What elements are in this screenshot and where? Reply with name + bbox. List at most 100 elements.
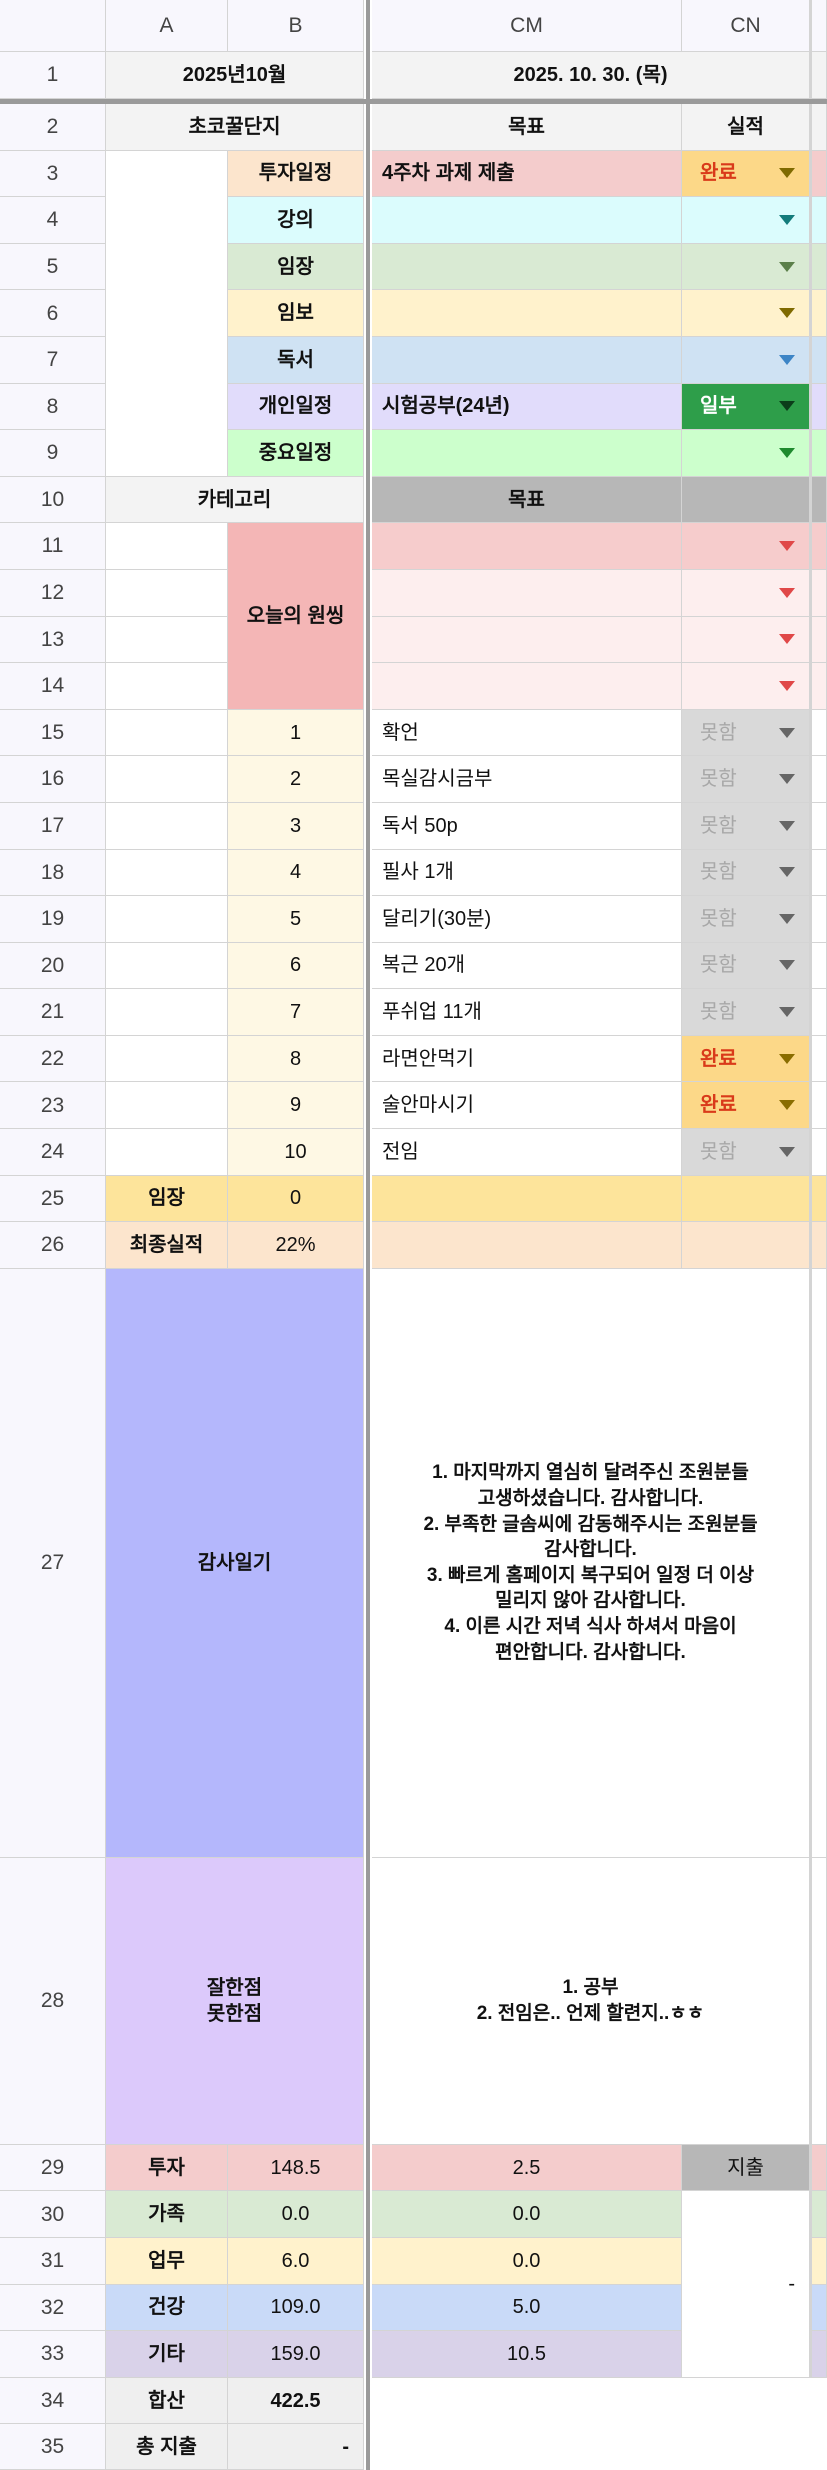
dropdown-arrow-icon[interactable] — [779, 634, 795, 645]
expense-category[interactable]: 가족 — [106, 2191, 228, 2239]
cell[interactable] — [106, 942, 228, 990]
task-goal[interactable]: 독서 50p — [372, 802, 682, 850]
row-header-10[interactable]: 10 — [0, 476, 106, 524]
schedule-goal[interactable] — [372, 197, 682, 244]
gratitude-text[interactable]: 1. 마지막까지 열심히 달려주신 조원분들 고생하셨습니다. 감사합니다. 2… — [372, 1268, 810, 1858]
schedule-status-dropdown[interactable]: 완료 — [682, 150, 810, 198]
cell[interactable] — [682, 476, 810, 524]
cell[interactable] — [106, 989, 228, 1036]
row-header-23[interactable]: 23 — [0, 1082, 106, 1130]
row-header-32[interactable]: 32 — [0, 2284, 106, 2332]
cell[interactable] — [812, 336, 827, 384]
cell[interactable] — [812, 616, 827, 664]
expense-today[interactable]: 10.5 — [372, 2331, 682, 2378]
row-header-33[interactable]: 33 — [0, 2331, 106, 2378]
schedule-goal[interactable] — [372, 430, 682, 477]
task-status-dropdown[interactable]: 못함 — [682, 942, 810, 990]
column-header-cm[interactable]: CM — [372, 0, 682, 52]
cell[interactable] — [106, 569, 228, 617]
schedule-category[interactable]: 임보 — [228, 290, 364, 337]
task-status-dropdown[interactable]: 완료 — [682, 1082, 810, 1130]
task-number[interactable]: 10 — [228, 1129, 364, 1176]
schedule-goal[interactable] — [372, 243, 682, 291]
expense-today[interactable]: 5.0 — [372, 2284, 682, 2332]
dropdown-arrow-icon[interactable] — [779, 1053, 795, 1064]
cell[interactable] — [812, 896, 827, 943]
expense-total[interactable]: 159.0 — [228, 2331, 364, 2378]
row-header-19[interactable]: 19 — [0, 896, 106, 943]
cell[interactable] — [812, 430, 827, 477]
expense-total[interactable]: 109.0 — [228, 2284, 364, 2332]
cell[interactable] — [372, 1175, 682, 1223]
cell[interactable] — [106, 849, 228, 897]
total-spend-value[interactable]: - — [228, 2424, 364, 2470]
row-header-6[interactable]: 6 — [0, 290, 106, 337]
dropdown-arrow-icon[interactable] — [779, 308, 795, 319]
schedule-status-dropdown[interactable] — [682, 336, 810, 384]
task-goal[interactable]: 전임 — [372, 1129, 682, 1176]
row-header-34[interactable]: 34 — [0, 2377, 106, 2425]
dropdown-arrow-icon[interactable] — [779, 727, 795, 738]
one-thing-goal[interactable] — [372, 663, 682, 710]
dropdown-arrow-icon[interactable] — [779, 401, 795, 412]
schedule-category[interactable]: 개인일정 — [228, 383, 364, 431]
row-header-3[interactable]: 3 — [0, 150, 106, 198]
schedule-goal[interactable]: 4주차 과제 제출 — [372, 150, 682, 198]
cell[interactable] — [106, 1035, 228, 1083]
task-goal[interactable]: 달리기(30분) — [372, 896, 682, 943]
column-header-cn[interactable]: CN — [682, 0, 810, 52]
one-thing-label[interactable]: 오늘의 원씽 — [228, 523, 364, 710]
row-header-35[interactable]: 35 — [0, 2424, 106, 2470]
expense-category[interactable]: 투자 — [106, 2144, 228, 2192]
one-thing-status-dropdown[interactable] — [682, 523, 810, 570]
one-thing-goal-header[interactable]: 목표 — [372, 476, 682, 524]
row-header-15[interactable]: 15 — [0, 709, 106, 757]
row-header-9[interactable]: 9 — [0, 430, 106, 477]
one-thing-status-dropdown[interactable] — [682, 663, 810, 710]
dropdown-arrow-icon[interactable] — [779, 1146, 795, 1157]
cell[interactable] — [106, 709, 228, 757]
task-number[interactable]: 9 — [228, 1082, 364, 1130]
schedule-status-dropdown[interactable] — [682, 243, 810, 291]
cell[interactable] — [812, 2284, 827, 2332]
row-header-17[interactable]: 17 — [0, 802, 106, 850]
task-goal[interactable]: 푸쉬업 11개 — [372, 989, 682, 1036]
task-number[interactable]: 2 — [228, 756, 364, 803]
cell[interactable] — [812, 243, 827, 291]
cell[interactable] — [812, 663, 827, 710]
one-thing-goal[interactable] — [372, 616, 682, 664]
expense-total[interactable]: 148.5 — [228, 2144, 364, 2192]
task-status-dropdown[interactable]: 못함 — [682, 802, 810, 850]
dropdown-arrow-icon[interactable] — [779, 168, 795, 179]
dropdown-arrow-icon[interactable] — [779, 214, 795, 225]
cell[interactable] — [812, 942, 827, 990]
review-label[interactable]: 잘한점 못한점 — [106, 1857, 364, 2145]
total-spend-label[interactable]: 총 지출 — [106, 2424, 228, 2470]
task-status-dropdown[interactable]: 못함 — [682, 849, 810, 897]
cell[interactable] — [812, 523, 827, 570]
schedule-category[interactable]: 중요일정 — [228, 430, 364, 477]
task-number[interactable]: 3 — [228, 802, 364, 850]
cell[interactable] — [106, 756, 228, 803]
frozen-row-separator[interactable] — [0, 99, 827, 104]
row-header-24[interactable]: 24 — [0, 1129, 106, 1176]
category-header[interactable]: 카테고리 — [106, 476, 364, 524]
schedule-status-dropdown[interactable] — [682, 430, 810, 477]
row-header-30[interactable]: 30 — [0, 2191, 106, 2239]
select-all-corner[interactable] — [0, 0, 106, 52]
row-header-2[interactable]: 2 — [0, 104, 106, 151]
cell[interactable] — [812, 802, 827, 850]
sum-value[interactable]: 422.5 — [228, 2377, 364, 2425]
task-goal[interactable]: 필사 1개 — [372, 849, 682, 897]
expense-category[interactable]: 기타 — [106, 2331, 228, 2378]
cell[interactable] — [812, 476, 827, 524]
cell[interactable] — [812, 52, 827, 99]
schedule-goal[interactable]: 시험공부(24년) — [372, 383, 682, 431]
cell[interactable] — [682, 1222, 810, 1269]
dropdown-arrow-icon[interactable] — [779, 1100, 795, 1111]
cell[interactable] — [812, 1857, 827, 2145]
imjang-label[interactable]: 임장 — [106, 1175, 228, 1223]
task-goal[interactable]: 확언 — [372, 709, 682, 757]
dropdown-arrow-icon[interactable] — [779, 541, 795, 552]
cell[interactable] — [812, 1175, 827, 1223]
